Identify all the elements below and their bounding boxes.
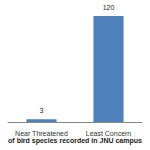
svg-text:3: 3 xyxy=(40,107,44,114)
svg-text:of bird species recorded in JN: of bird species recorded in JNU campus xyxy=(8,137,142,145)
svg-text:Least Concern: Least Concern xyxy=(86,130,132,137)
svg-text:Near Threatened: Near Threatened xyxy=(15,130,68,137)
svg-text:120: 120 xyxy=(103,4,115,11)
